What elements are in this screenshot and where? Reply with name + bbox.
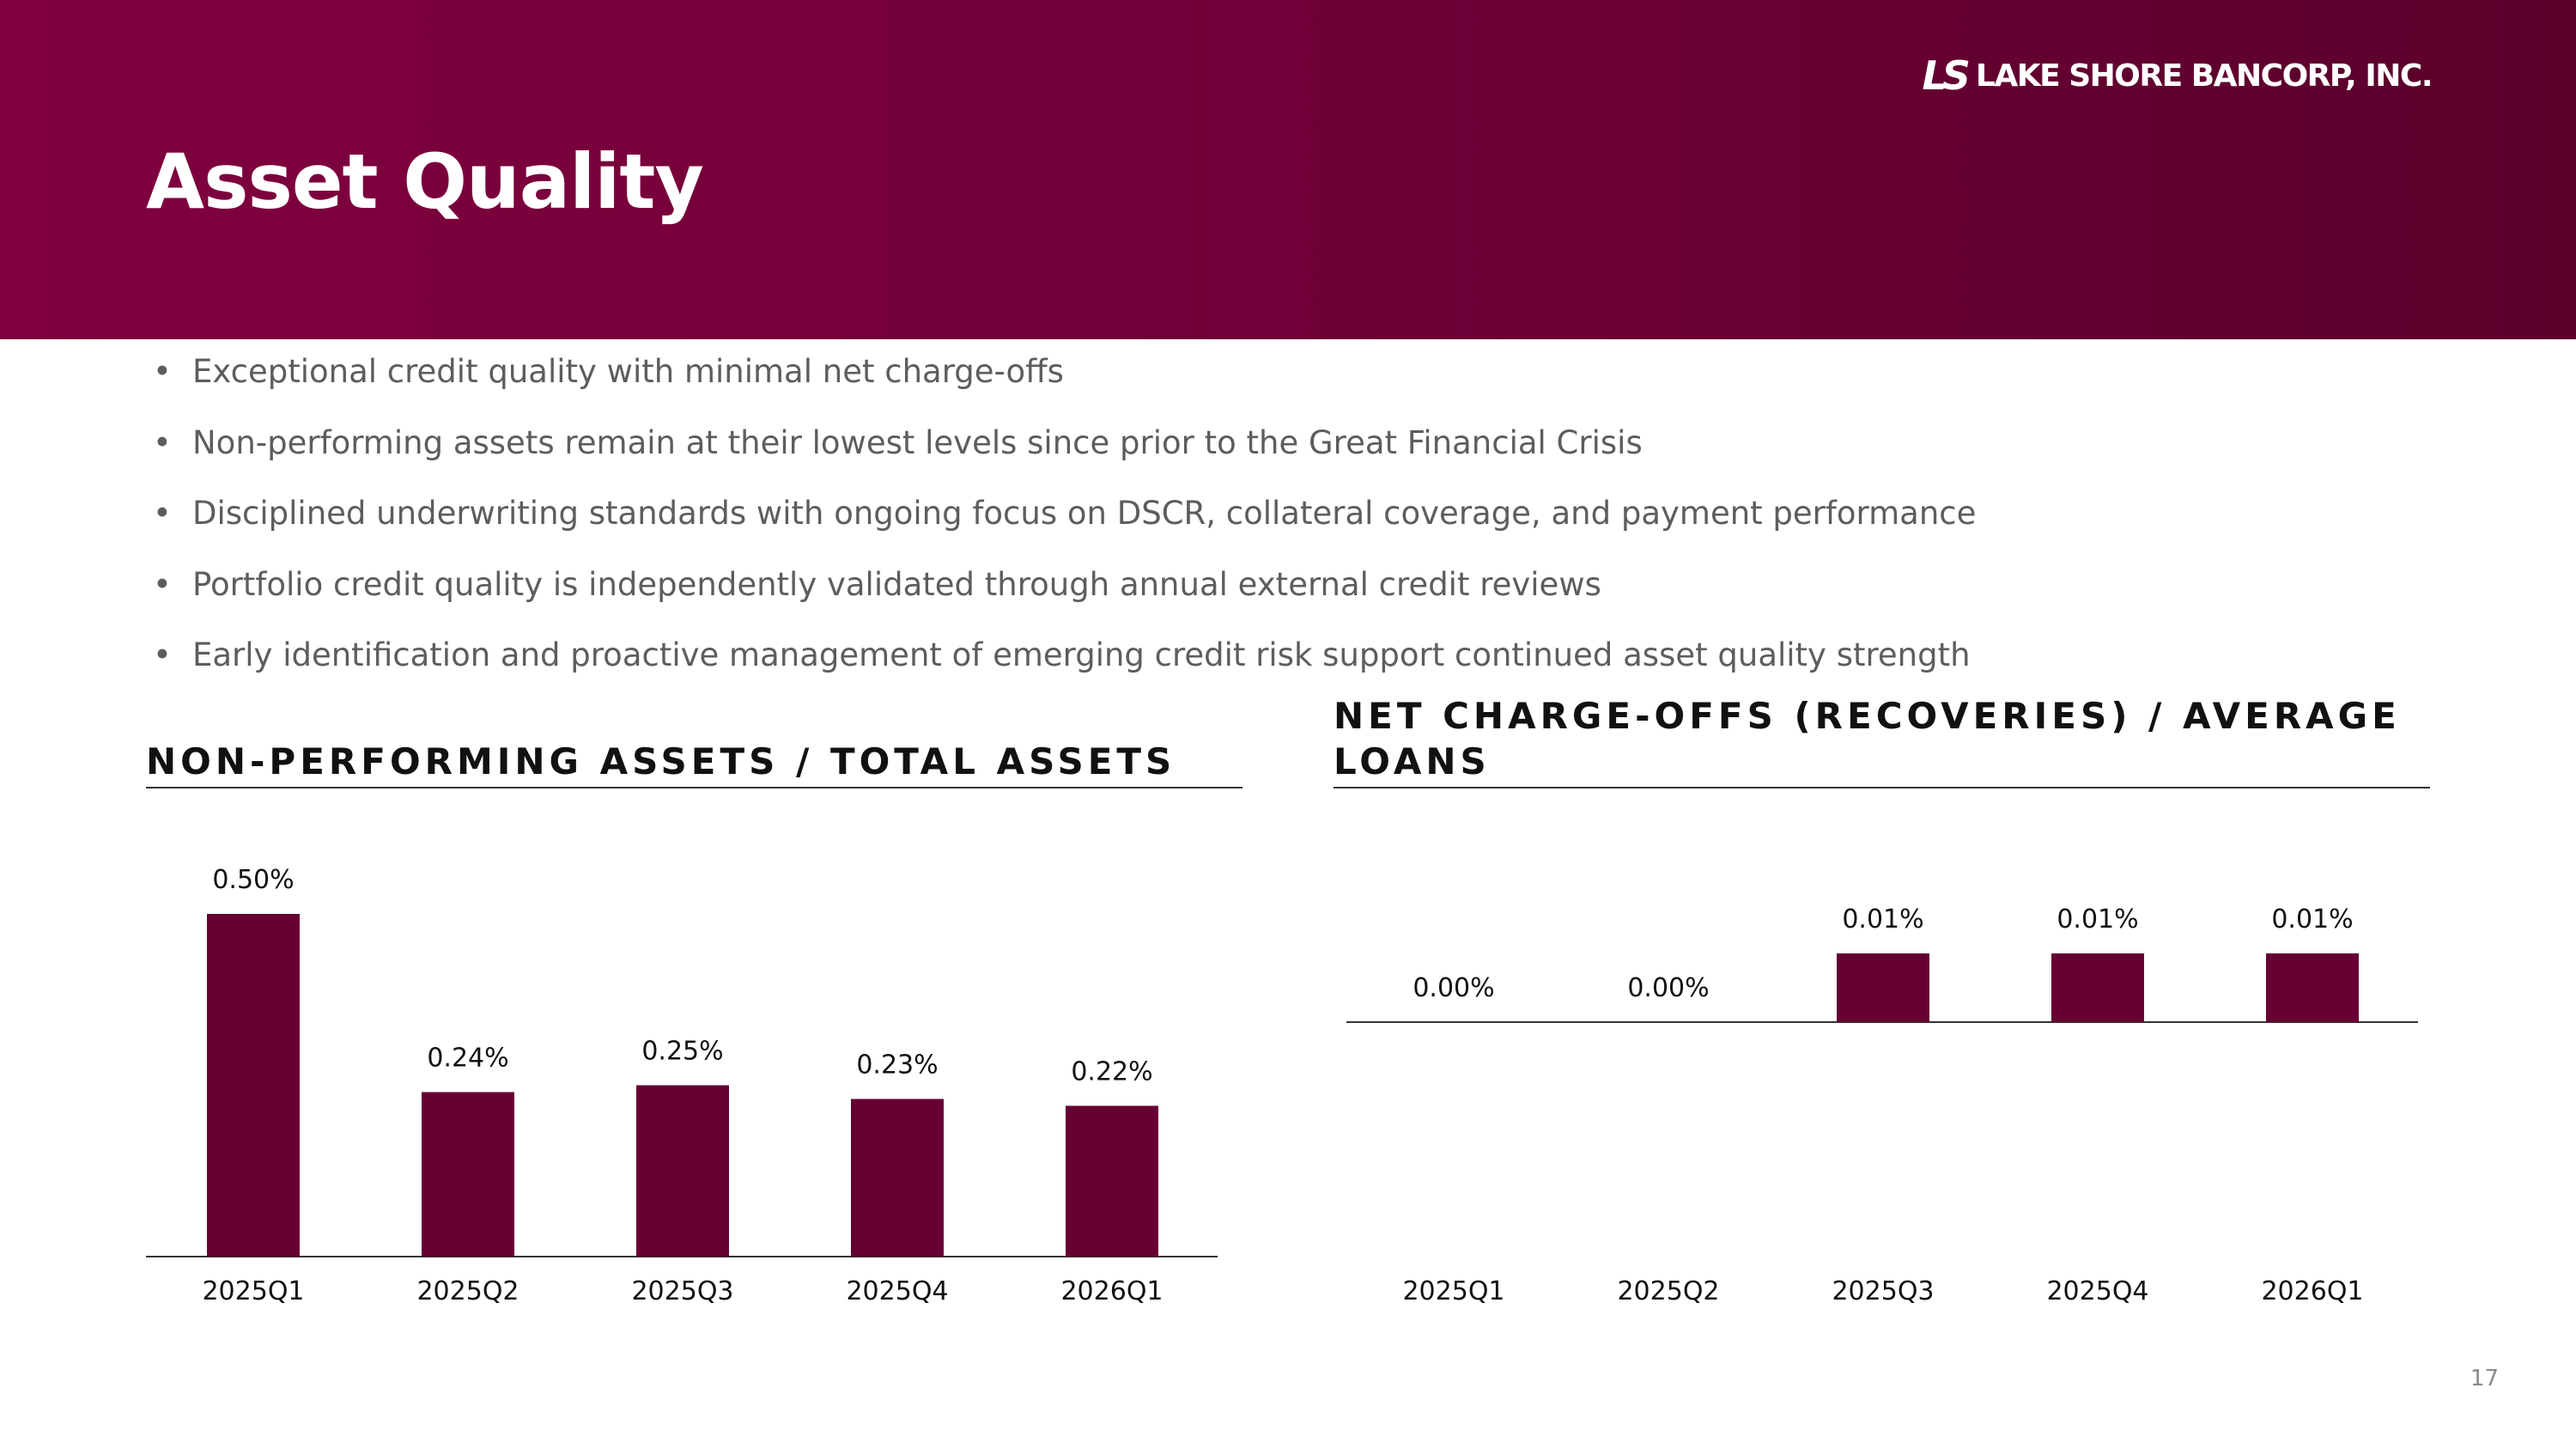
page-title: Asset Quality [146, 137, 704, 226]
data-label: 0.01% [1842, 904, 1923, 935]
logo-text: LAKE SHORE BANCORP, INC. [1975, 58, 2433, 94]
bar [2266, 953, 2359, 1022]
bullet-item: Exceptional credit quality with minimal … [153, 348, 1976, 419]
data-label: 0.01% [2271, 904, 2353, 935]
data-label: 0.25% [641, 1037, 723, 1067]
ls-logo-icon: LS [1922, 52, 1971, 99]
bullet-item: Portfolio credit quality is independentl… [153, 561, 1976, 632]
bullet-item: Non-performing assets remain at their lo… [153, 419, 1976, 490]
bar [422, 1092, 514, 1257]
nco-title-rule [1334, 787, 2430, 788]
nco-chart-title: NET CHARGE-OFFS (RECOVERIES) / AVERAGE L… [1334, 695, 2401, 782]
bullet-item: Disciplined underwriting standards with … [153, 490, 1976, 561]
bar [207, 914, 300, 1257]
npa-title-rule [146, 787, 1242, 788]
data-label: 0.23% [856, 1050, 938, 1080]
data-label: 0.00% [1627, 973, 1709, 1003]
x-tick-label: 2025Q4 [846, 1276, 948, 1306]
x-tick-label: 2025Q1 [202, 1276, 304, 1306]
x-tick-label: 2025Q4 [2046, 1276, 2148, 1306]
x-tick-label: 2025Q3 [1832, 1276, 1934, 1306]
x-tick-label: 2025Q3 [631, 1276, 733, 1306]
company-logo: LS LAKE SHORE BANCORP, INC. [1922, 52, 2433, 99]
x-tick-label: 2025Q2 [1617, 1276, 1719, 1306]
npa-bar-chart: 0.50% 2025Q1 0.24% 2025Q2 0.25% 2025Q3 0.23% 20… [146, 865, 1218, 1306]
data-label: 0.00% [1413, 973, 1494, 1003]
bullet-item: Early identification and proactive manag… [153, 631, 1976, 703]
x-tick-label: 2025Q2 [416, 1276, 519, 1306]
bullet-list: Exceptional credit quality with minimal … [153, 348, 1976, 703]
x-tick-label: 2026Q1 [1060, 1276, 1163, 1306]
data-label: 0.01% [2057, 904, 2138, 935]
x-tick-label: 2026Q1 [2261, 1276, 2363, 1306]
page-number: 17 [2470, 1366, 2499, 1391]
bar [851, 1099, 944, 1257]
bar [2051, 953, 2144, 1022]
npa-chart-title: NON-PERFORMING ASSETS / TOTAL ASSETS [146, 740, 1176, 782]
bar [636, 1085, 729, 1257]
bar [1066, 1105, 1158, 1257]
data-label: 0.22% [1071, 1056, 1152, 1087]
data-label: 0.24% [427, 1043, 508, 1073]
data-label: 0.50% [212, 865, 294, 895]
bar [1837, 953, 1929, 1022]
header-banner: Asset Quality LS LAKE SHORE BANCORP, INC… [0, 0, 2576, 339]
nco-bar-chart: 0.00% 2025Q1 0.00% 2025Q2 0.01% 2025Q3 0.01% 20… [1346, 904, 2418, 1306]
x-tick-label: 2025Q1 [1402, 1276, 1504, 1306]
